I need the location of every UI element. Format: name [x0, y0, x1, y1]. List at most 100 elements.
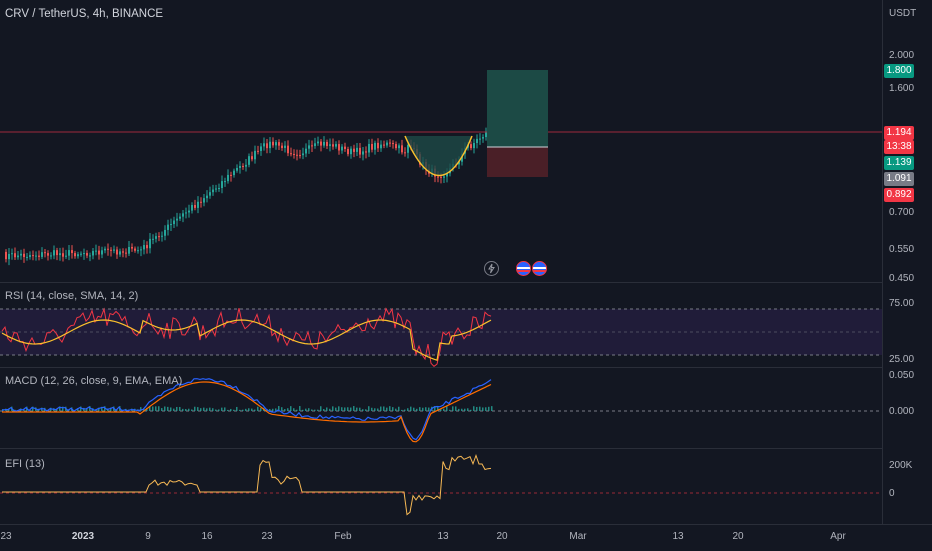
pane-separator[interactable] — [0, 448, 882, 449]
macd-label[interactable]: MACD (12, 26, close, 9, EMA, EMA) — [5, 375, 183, 387]
macd-histogram-bar — [350, 407, 352, 411]
rsi-tick: 75.00 — [889, 298, 915, 309]
candle-body — [86, 253, 88, 256]
candle-body — [188, 210, 190, 213]
pane-separator[interactable] — [0, 367, 882, 368]
candle-body — [143, 245, 145, 250]
macd-histogram-bar — [353, 406, 355, 411]
macd-histogram-bar — [317, 409, 319, 411]
candle-body — [230, 174, 232, 176]
mid-price-badge: 1.091 — [884, 172, 914, 186]
macd-histogram-bar — [410, 406, 412, 411]
time-label: 20 — [732, 531, 744, 542]
candle-body — [242, 165, 244, 167]
candle-body — [290, 153, 292, 155]
us-flag-event-icon[interactable] — [532, 261, 547, 276]
candle-body — [233, 170, 235, 176]
candle-body — [239, 165, 241, 169]
entry-price-badge: 1.139 — [884, 156, 914, 170]
candle-body — [131, 246, 133, 249]
macd-histogram-bar — [479, 406, 481, 411]
stop-price-badge: 0.892 — [884, 188, 914, 202]
candle-body — [146, 245, 148, 249]
candle-body — [254, 150, 256, 160]
candle-body — [473, 143, 475, 149]
macd-histogram-bar — [308, 408, 310, 411]
target-price-badge: 1.800 — [884, 64, 914, 78]
chart-canvas[interactable] — [0, 0, 882, 524]
macd-histogram-bar — [194, 406, 196, 411]
candle-body — [125, 252, 127, 254]
candle-body — [320, 141, 322, 146]
chart-area[interactable] — [0, 0, 882, 524]
time-label: 9 — [145, 531, 151, 542]
candle-body — [338, 144, 340, 151]
candle-body — [200, 201, 202, 203]
macd-histogram-bar — [359, 407, 361, 411]
candle-body — [134, 248, 136, 251]
cup-pattern-curve — [404, 135, 473, 177]
price-tick: 0.700 — [889, 207, 915, 218]
macd-histogram-bar — [389, 406, 391, 411]
macd-histogram-bar — [182, 408, 184, 411]
macd-histogram-bar — [278, 406, 280, 411]
candle-body — [296, 154, 298, 156]
macd-histogram-bar — [446, 406, 448, 411]
macd-histogram-bar — [371, 407, 373, 411]
macd-histogram-bar — [425, 407, 427, 411]
time-label: Mar — [569, 531, 587, 542]
macd-histogram-bar — [329, 408, 331, 411]
rsi-label[interactable]: RSI (14, close, SMA, 14, 2) — [5, 290, 139, 302]
candle-body — [29, 255, 31, 257]
candle-body — [101, 250, 103, 255]
pane-separator[interactable] — [0, 282, 882, 283]
candle-body — [227, 174, 229, 182]
symbol-title[interactable]: CRV / TetherUS, 4h, BINANCE — [5, 8, 164, 20]
countdown-badge: 13:38 — [884, 140, 914, 154]
macd-histogram-bar — [392, 407, 394, 411]
macd-histogram-bar — [461, 408, 463, 411]
candle-body — [65, 255, 67, 257]
candle-body — [122, 251, 124, 253]
price-scale[interactable] — [882, 0, 932, 524]
macd-histogram-bar — [374, 408, 376, 411]
candle-body — [437, 176, 439, 178]
macd-histogram-bar — [251, 408, 253, 411]
candle-body — [89, 255, 91, 257]
us-flag-event-icon[interactable] — [516, 261, 531, 276]
candle-body — [395, 144, 397, 149]
candle-body — [77, 254, 79, 257]
macd-histogram-bar — [299, 406, 301, 411]
long-stop-zone — [487, 147, 548, 177]
efi-label[interactable]: EFI (13) — [5, 458, 45, 470]
candle-body — [128, 246, 130, 254]
candle-body — [485, 131, 487, 138]
time-label: Feb — [334, 531, 352, 542]
candle-body — [224, 181, 226, 183]
candle-body — [8, 253, 10, 260]
last-price-badge: 1.194 — [884, 126, 914, 140]
macd-histogram-bar — [248, 408, 250, 411]
time-label: 20 — [496, 531, 508, 542]
candle-body — [38, 255, 40, 257]
candle-body — [302, 153, 304, 156]
lightning-event-icon[interactable] — [484, 261, 499, 276]
candle-body — [170, 224, 172, 226]
candle-body — [383, 144, 385, 146]
candle-body — [281, 145, 283, 148]
macd-histogram-bar — [215, 409, 217, 411]
macd-histogram-bar — [458, 408, 460, 411]
time-label: 13 — [437, 531, 449, 542]
time-axis[interactable] — [0, 524, 932, 551]
candle-body — [194, 205, 196, 208]
candle-body — [329, 144, 331, 146]
macd-histogram-bar — [56, 408, 58, 411]
candle-body — [20, 253, 22, 256]
candle-body — [287, 145, 289, 154]
macd-histogram-bar — [473, 406, 475, 411]
macd-histogram-bar — [32, 406, 34, 411]
candle-body — [209, 192, 211, 196]
macd-histogram-bar — [242, 409, 244, 411]
macd-histogram-bar — [401, 409, 403, 411]
price-tick: 0.550 — [889, 244, 915, 255]
